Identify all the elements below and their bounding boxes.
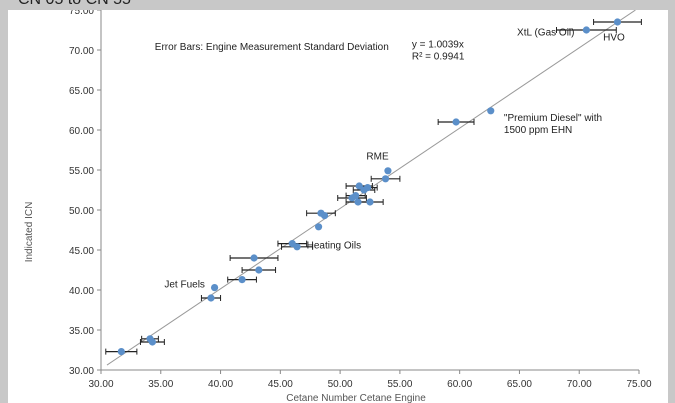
data-point bbox=[487, 107, 495, 115]
y-axis-label: Indicated ICN bbox=[24, 202, 35, 263]
annotation-label: "Premium Diesel" with bbox=[504, 113, 602, 124]
y-tick-label: 35.00 bbox=[69, 326, 94, 337]
x-tick-label: 30.00 bbox=[88, 379, 113, 390]
data-point bbox=[314, 223, 323, 231]
x-tick-label: 35.00 bbox=[148, 379, 173, 390]
x-tick-label: 75.00 bbox=[626, 379, 651, 390]
data-point bbox=[366, 198, 374, 206]
x-tick-label: 60.00 bbox=[447, 379, 472, 390]
scatter-chart: 30.00 35.00 40.00 45.00 50.00 55.00 60.00 65.00… bbox=[24, 10, 652, 403]
y-tick-label: 55.00 bbox=[69, 166, 94, 177]
y-tick-label: 45.00 bbox=[69, 246, 94, 257]
annotation-label: RME bbox=[366, 152, 389, 163]
data-point bbox=[255, 266, 263, 274]
annotation-label: Heating Oils bbox=[307, 240, 361, 251]
data-point bbox=[613, 18, 622, 26]
annotation-label: y = 1.0039x bbox=[412, 40, 464, 51]
annotation-label: HVO bbox=[603, 32, 625, 43]
errorbars-group bbox=[105, 19, 642, 355]
x-tick-label: 70.00 bbox=[567, 379, 592, 390]
annotations-group: Error Bars: Engine Measurement Standard … bbox=[155, 28, 625, 291]
data-point bbox=[452, 118, 460, 126]
annotation-label: Error Bars: Engine Measurement Standard … bbox=[155, 42, 389, 53]
data-point bbox=[320, 212, 329, 220]
chart-panel: 30.00 35.00 40.00 45.00 50.00 55.00 60.00 65.00… bbox=[8, 10, 668, 403]
x-tick-label: 55.00 bbox=[387, 379, 412, 390]
data-point bbox=[352, 192, 360, 200]
axes-group: 30.00 35.00 40.00 45.00 50.00 55.00 60.00 65.00… bbox=[69, 10, 652, 390]
data-point bbox=[250, 254, 258, 262]
data-point bbox=[238, 276, 246, 284]
data-point bbox=[355, 182, 363, 190]
data-point bbox=[117, 348, 125, 356]
annotation-label: 1500 ppm EHN bbox=[504, 125, 572, 136]
x-tick-label: 40.00 bbox=[208, 379, 233, 390]
annotation-label: R² = 0.9941 bbox=[412, 52, 465, 63]
data-point bbox=[148, 338, 157, 346]
annotation-label: Jet Fuels bbox=[164, 280, 205, 291]
data-point bbox=[384, 167, 392, 175]
y-tick-label: 30.00 bbox=[69, 366, 94, 377]
annotation-label: XtL (Gas Oil) bbox=[517, 28, 574, 39]
y-tick-label: 75.00 bbox=[69, 10, 94, 17]
caption-fragment: CN 05 to CN 55 bbox=[18, 0, 131, 9]
y-tick-label: 65.00 bbox=[69, 86, 94, 97]
x-axis-label: Cetane Number Cetane Engine bbox=[286, 393, 426, 403]
y-tick-label: 50.00 bbox=[69, 206, 94, 217]
data-point bbox=[354, 198, 362, 206]
x-tick-label: 50.00 bbox=[328, 379, 353, 390]
x-tick-label: 45.00 bbox=[268, 379, 293, 390]
points-group bbox=[117, 18, 622, 356]
data-point bbox=[293, 243, 301, 251]
x-tick-label: 65.00 bbox=[507, 379, 532, 390]
data-point bbox=[381, 175, 390, 183]
y-tick-label: 60.00 bbox=[69, 126, 94, 137]
data-point bbox=[582, 26, 590, 34]
data-point bbox=[210, 284, 219, 292]
data-point bbox=[207, 294, 215, 302]
y-tick-label: 40.00 bbox=[69, 286, 94, 297]
data-point bbox=[364, 184, 372, 192]
y-tick-label: 70.00 bbox=[69, 46, 94, 57]
